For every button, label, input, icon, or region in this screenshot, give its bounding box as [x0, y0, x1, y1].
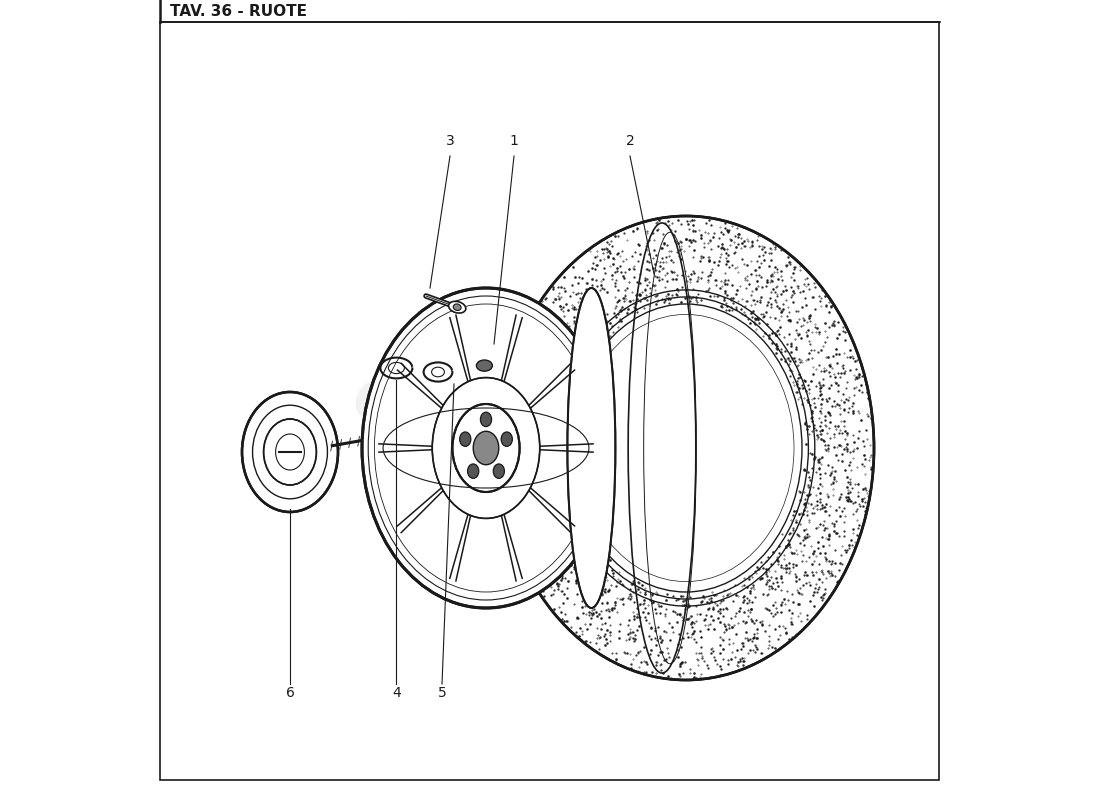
- Ellipse shape: [476, 360, 493, 371]
- Text: 1: 1: [509, 134, 518, 148]
- Ellipse shape: [432, 378, 540, 518]
- Ellipse shape: [460, 432, 471, 446]
- Text: 5: 5: [438, 686, 447, 700]
- Ellipse shape: [498, 216, 874, 680]
- Ellipse shape: [264, 419, 317, 485]
- Text: 6: 6: [286, 686, 295, 700]
- Text: euroParts: euroParts: [352, 366, 748, 434]
- Ellipse shape: [493, 464, 505, 478]
- Ellipse shape: [568, 288, 615, 608]
- Ellipse shape: [502, 432, 513, 446]
- Ellipse shape: [424, 362, 452, 382]
- Ellipse shape: [453, 304, 461, 310]
- Ellipse shape: [578, 314, 794, 582]
- Text: 4: 4: [392, 686, 400, 700]
- Ellipse shape: [473, 431, 498, 465]
- Ellipse shape: [468, 464, 478, 478]
- Ellipse shape: [449, 302, 465, 313]
- Text: 2: 2: [626, 134, 635, 148]
- Ellipse shape: [481, 412, 492, 426]
- Ellipse shape: [362, 288, 611, 608]
- Ellipse shape: [452, 404, 519, 492]
- Ellipse shape: [242, 392, 338, 512]
- Ellipse shape: [381, 358, 412, 378]
- Text: 3: 3: [446, 134, 454, 148]
- Text: TAV. 36 - RUOTE: TAV. 36 - RUOTE: [170, 4, 307, 18]
